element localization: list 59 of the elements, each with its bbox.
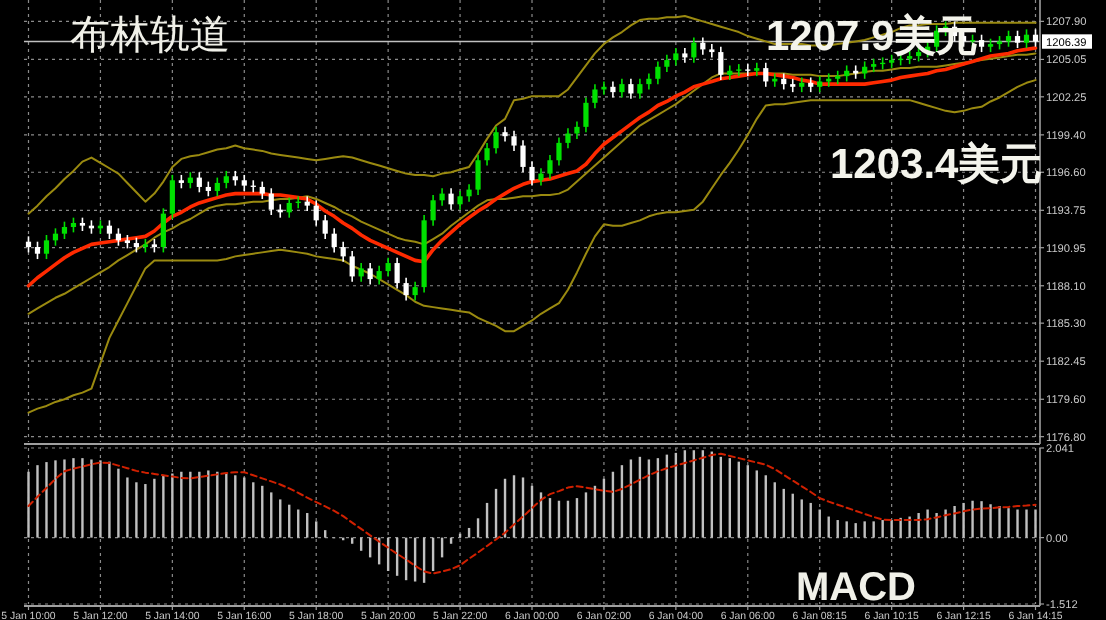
candlestick (655, 60, 661, 85)
candlestick (394, 256, 400, 290)
candlestick (1023, 28, 1030, 49)
candlestick (565, 127, 571, 150)
candlestick (628, 77, 634, 100)
candlestick (691, 36, 697, 64)
candlestick (412, 280, 418, 302)
candlestick (511, 130, 517, 152)
candlestick (754, 61, 760, 77)
candlestick (727, 64, 733, 81)
candlestick (556, 136, 562, 167)
candlestick (736, 63, 742, 77)
candlestick (169, 174, 175, 220)
candlestick (763, 61, 769, 88)
candlestick (322, 214, 328, 240)
candlestick (376, 264, 382, 286)
line-series (27, 452, 1037, 575)
candlestick (529, 160, 535, 187)
candlestick (214, 176, 220, 198)
candlestick (682, 47, 688, 64)
candlestick (583, 96, 589, 133)
candlestick (475, 154, 481, 196)
candlestick (637, 77, 643, 100)
candlestick (493, 126, 499, 155)
candlestick (709, 43, 715, 59)
text: MACD (796, 566, 916, 610)
candlestick (718, 45, 724, 81)
candlestick (484, 142, 490, 167)
candlestick (268, 187, 274, 216)
candlestick (196, 171, 202, 194)
candlestick (745, 63, 751, 77)
line-series (27, 15, 1037, 215)
candlestick (799, 76, 805, 93)
candlestick (520, 139, 526, 174)
candlestick (790, 77, 796, 93)
candlestick (448, 187, 454, 211)
candlestick (106, 219, 113, 240)
candlestick (286, 196, 292, 219)
candlestick (349, 250, 355, 283)
candlestick (385, 256, 391, 278)
candlestick (340, 240, 346, 263)
candlestick (457, 190, 463, 211)
candlestick (304, 195, 310, 212)
annotation: 1203.4美元 (830, 140, 1043, 188)
candlestick (619, 77, 625, 99)
candlestick (313, 199, 319, 227)
candlestick (367, 262, 373, 286)
candlestick (808, 76, 814, 93)
candlestick (547, 154, 553, 180)
candlestick (592, 83, 598, 109)
candlestick (502, 126, 508, 143)
candlestick (232, 170, 238, 187)
candlestick (358, 262, 364, 283)
candlestick (331, 227, 337, 254)
candlestick (43, 234, 50, 260)
candlestick (160, 207, 166, 254)
candlestick (430, 194, 436, 227)
line-series (27, 79, 1037, 414)
candlestick (403, 276, 409, 302)
